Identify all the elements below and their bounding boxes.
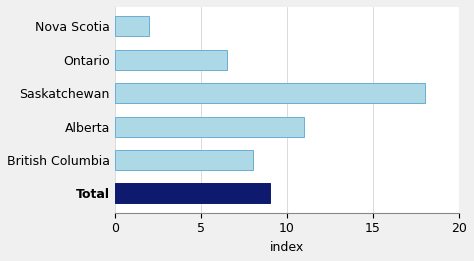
Bar bbox=[115, 117, 304, 137]
X-axis label: index: index bbox=[270, 241, 304, 254]
Bar bbox=[115, 83, 425, 103]
Bar bbox=[115, 183, 270, 203]
Bar bbox=[115, 16, 149, 36]
Bar bbox=[115, 150, 253, 170]
Bar bbox=[115, 50, 227, 70]
